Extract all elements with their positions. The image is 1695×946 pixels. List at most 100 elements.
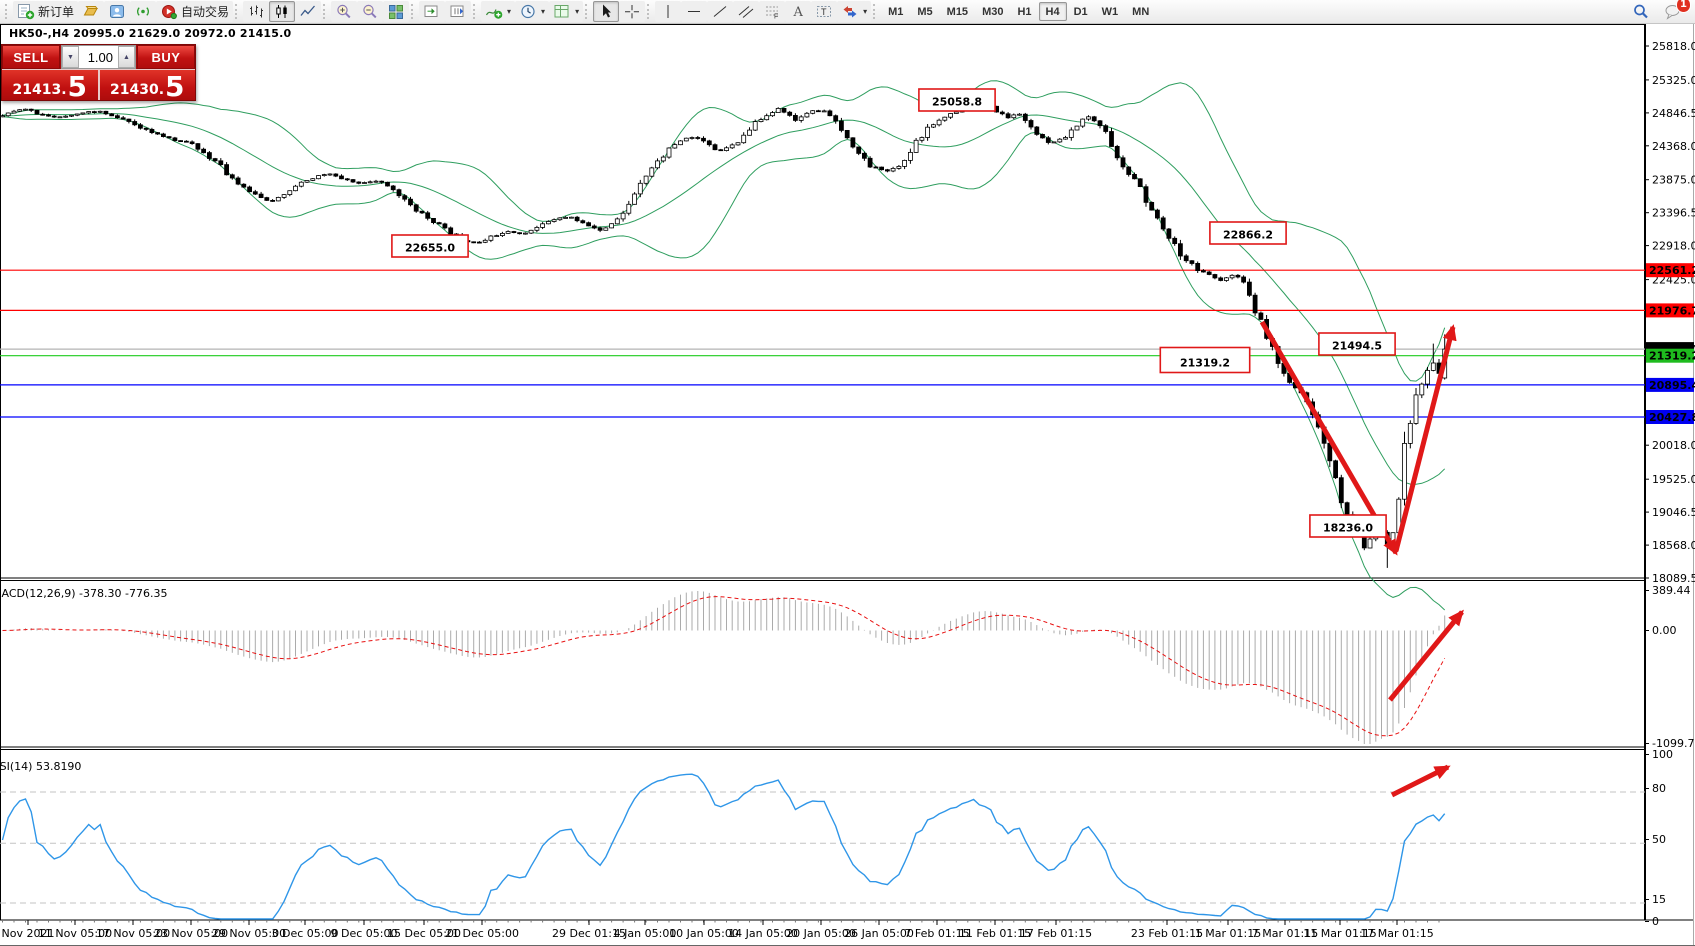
chat-button[interactable]: 1 <box>1664 0 1691 20</box>
channel-button[interactable] <box>733 1 760 22</box>
user-center-icon <box>108 3 126 20</box>
crosshair-button[interactable] <box>619 1 646 22</box>
symbol-ohlc-line: HK50-,H4 20995.0 21629.0 20972.0 21415.0 <box>9 27 292 40</box>
bar-chart-icon <box>247 3 265 20</box>
zoom-in-button[interactable] <box>331 1 358 22</box>
candlestick-button[interactable] <box>269 1 296 22</box>
horizontal-levels[interactable] <box>0 269 1645 418</box>
timeframe-m30-button[interactable]: M30 <box>975 2 1010 21</box>
time-tick-label: 11 Feb 01:15 <box>959 927 1031 940</box>
add-indicator-button[interactable]: ▾ <box>481 1 516 22</box>
price-tick-label: 24846.5 <box>1652 107 1695 120</box>
trend-arrow-4[interactable] <box>1390 764 1451 798</box>
bid-price[interactable]: 21413. 5 <box>2 70 98 100</box>
price-tick-label: 23396.5 <box>1652 207 1695 220</box>
new-order-button[interactable]: 新订单 <box>13 1 79 22</box>
timeframe-m5-button[interactable]: M5 <box>910 2 939 21</box>
toolbar-grip <box>5 4 9 19</box>
trend-arrow-2[interactable] <box>1393 324 1457 552</box>
shift-chart-icon <box>449 3 467 20</box>
toolbar: 新订单 自动交易 ▾ ▾ ▾ F A T ▾ M1 M5 M15 M30 H1 H4 D1 W1 MN 1 <box>0 0 1695 24</box>
price-tick-label: 19046.5 <box>1652 506 1695 519</box>
timeframe-m15-button[interactable]: M15 <box>940 2 975 21</box>
price-annotation-box[interactable] <box>1318 332 1396 356</box>
price-chip-21976.7 <box>1646 303 1694 318</box>
vline-button[interactable] <box>655 1 682 22</box>
volume-increase-button[interactable]: ▲ <box>118 46 135 68</box>
gold-bar-button[interactable] <box>78 1 105 22</box>
autotrade-button[interactable]: 自动交易 <box>156 1 234 22</box>
search-icon <box>1632 3 1650 20</box>
price-chip-22561.2 <box>1646 263 1694 278</box>
macd-axis-label: -1099.78 <box>1652 737 1695 750</box>
notification-badge: 1 <box>1676 0 1691 13</box>
shapes-button[interactable]: ▾ <box>837 1 872 22</box>
shift-chart-button[interactable] <box>445 1 472 22</box>
price-chip-label: 20895.4 <box>1649 379 1695 392</box>
zoom-out-icon <box>361 3 379 20</box>
price-annotation-box[interactable] <box>391 234 469 258</box>
user-center-button[interactable] <box>104 1 131 22</box>
volume-input[interactable] <box>79 46 118 68</box>
price-annotation-box[interactable] <box>1209 221 1287 245</box>
price-chip-label: 21976.7 <box>1649 304 1695 317</box>
price-annotation-text: 25058.8 <box>932 95 982 108</box>
cursor-button[interactable] <box>593 1 620 22</box>
timeframe-m1-button[interactable]: M1 <box>881 2 910 21</box>
rsi-axis-label: 0 <box>1652 915 1659 928</box>
ask-main: 21430 <box>109 81 159 98</box>
template-button[interactable]: ▾ <box>549 1 584 22</box>
bar-chart-button[interactable] <box>243 1 270 22</box>
time-tick-label: 17 Mar 01:15 <box>1360 927 1433 940</box>
text-button[interactable]: A <box>785 1 812 22</box>
price-annotation-box[interactable] <box>1309 514 1387 538</box>
volume-stepper: ▼ ▲ <box>61 45 136 69</box>
toolbar-grip <box>585 4 589 19</box>
vline-icon <box>659 3 677 20</box>
trend-arrow-3[interactable] <box>1388 609 1464 702</box>
time-tick-label: 21 Dec 05:00 <box>445 927 519 940</box>
timeframe-w1-button[interactable]: W1 <box>1095 2 1126 21</box>
trendline-button[interactable] <box>707 1 734 22</box>
fibonacci-button[interactable]: F <box>759 1 786 22</box>
drawn-annotations[interactable]: 25058.8 22655.0 22866.2 21319.2 21494.5 18236… <box>391 88 1464 798</box>
timeframe-d1-button[interactable]: D1 <box>1067 2 1095 21</box>
label-button[interactable]: T <box>811 1 838 22</box>
zoom-out-button[interactable] <box>357 1 384 22</box>
new-order-icon <box>17 3 35 20</box>
ask-price[interactable]: 21430. 5 <box>99 70 195 100</box>
price-tick-label: 23875.0 <box>1652 174 1695 187</box>
channel-icon <box>737 3 755 20</box>
price-tick-label: 22918.0 <box>1652 240 1695 253</box>
period-button[interactable]: ▾ <box>515 1 550 22</box>
toolbar-grip <box>411 4 415 19</box>
price-annotation-box[interactable] <box>1159 346 1251 374</box>
tile-windows-button[interactable] <box>383 1 410 22</box>
hline-button[interactable] <box>681 1 708 22</box>
timeframe-h4-button[interactable]: H4 <box>1038 2 1067 21</box>
time-tick-label: 29 Nov 05:00 <box>212 927 286 940</box>
bid-main: 21413 <box>12 81 62 98</box>
signal-button[interactable] <box>130 1 157 22</box>
sell-button[interactable]: SELL <box>2 45 60 69</box>
time-tick-label: 4 Jan 05:00 <box>614 927 677 940</box>
timeframe-h1-button[interactable]: H1 <box>1010 2 1038 21</box>
buy-button[interactable]: BUY <box>137 45 195 69</box>
price-annotation-box[interactable] <box>918 88 996 112</box>
price-tick-label: 25818.0 <box>1652 40 1695 53</box>
timeframe-mn-button[interactable]: MN <box>1125 2 1156 21</box>
search-button[interactable] <box>1632 3 1650 20</box>
indicator-axes: 389.44 0.00 -1099.78100 80 50 15 0 <box>1645 584 1695 928</box>
toolbar-button-label: 自动交易 <box>181 5 230 19</box>
time-tick-label: 11 Mar 01:15 <box>1303 927 1376 940</box>
line-chart-button[interactable] <box>295 1 322 22</box>
time-tick-label: Nov 2021 <box>2 927 55 940</box>
scroll-to-end-button[interactable] <box>419 1 446 22</box>
zoom-in-icon <box>335 3 353 20</box>
time-tick-label: 26 Jan 05:00 <box>844 927 914 940</box>
time-tick-label: 1 Mar 01:15 <box>1195 927 1261 940</box>
label-icon: T <box>815 3 833 20</box>
bid-dot: . <box>61 81 67 98</box>
volume-decrease-button[interactable]: ▼ <box>62 46 79 68</box>
